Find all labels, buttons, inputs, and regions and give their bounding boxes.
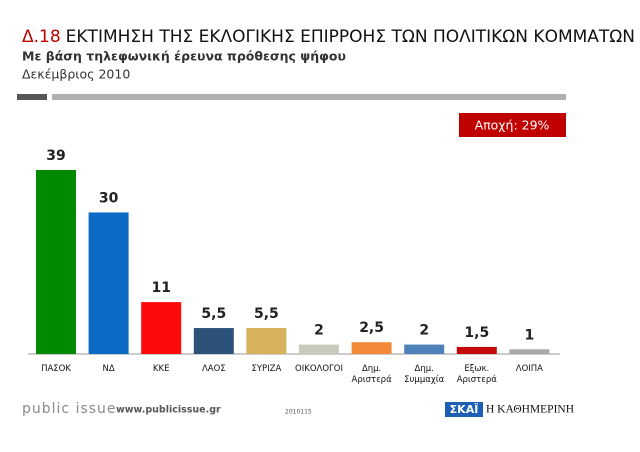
title-text: ΕΚΤΙΜΗΣΗ ΤΗΣ ΕΚΛΟΓΙΚΗΣ ΕΠΙΡΡΟΗΣ ΤΩΝ ΠΟΛΙ… [66,27,635,47]
url: www.publicissue.gr [116,405,221,416]
x-tick-label: Δημ. Αριστερά [351,364,392,385]
x-tick-label: ΛΑΟΣ [201,364,226,374]
bar [193,328,234,354]
x-tick-label: ΛΟΙΠΑ [515,364,543,374]
bar [351,342,392,354]
x-tick-label: ΠΑΣΟΚ [41,364,71,374]
chart-title: Δ.18 ΕΚΤΙΜΗΣΗ ΤΗΣ ΕΚΛΟΓΙΚΗΣ ΕΠΙΡΡΟΗΣ ΤΩΝ … [22,27,635,47]
bar [404,344,445,354]
value-label: 1,5 [464,325,489,341]
bar [299,344,339,354]
divider [17,94,47,100]
x-tick-label: ΝΔ [102,364,115,374]
brand: public issue [22,401,117,417]
logo-box [445,402,483,417]
value-label: 39 [46,148,65,164]
code: 2010115 [285,409,312,416]
x-tick-label: ΟΙΚΟΛΟΓΟΙ [295,364,343,374]
bar [456,346,497,354]
value-label: 5,5 [254,306,279,322]
x-tick-label: Δημ. Συμμαχία [404,364,445,385]
bar [141,302,182,354]
bar [246,328,287,354]
divider [52,94,566,100]
annotation-box [459,113,566,137]
annotation: Αποχή: 29% [475,118,550,133]
bar [88,212,129,354]
logo: Η ΚΑΘΗΜΕΡΙΝΗ [486,404,574,416]
subtitle: Με βάση τηλεφωνική έρευνα πρόθεσης ψήφου [22,49,346,64]
x-tick-label: ΚΚΕ [152,364,170,374]
bar [36,170,76,354]
value-label: 30 [99,190,119,206]
bar [509,349,550,354]
value-label: 11 [151,280,170,296]
logo: ΣΚΑΪ [450,402,479,416]
value-label: 2 [314,323,324,339]
value-label: 5,5 [201,306,226,322]
value-label: 2,5 [359,320,384,336]
x-tick-label: ΣΥΡΙΖΑ [251,364,282,374]
value-label: 2 [419,323,429,339]
x-tick-label: Εξωκ. Αριστερά [456,364,497,385]
value-label: 1 [525,327,535,343]
title-number: Δ.18 [22,27,61,47]
date: Δεκέμβριος 2010 [22,67,130,82]
